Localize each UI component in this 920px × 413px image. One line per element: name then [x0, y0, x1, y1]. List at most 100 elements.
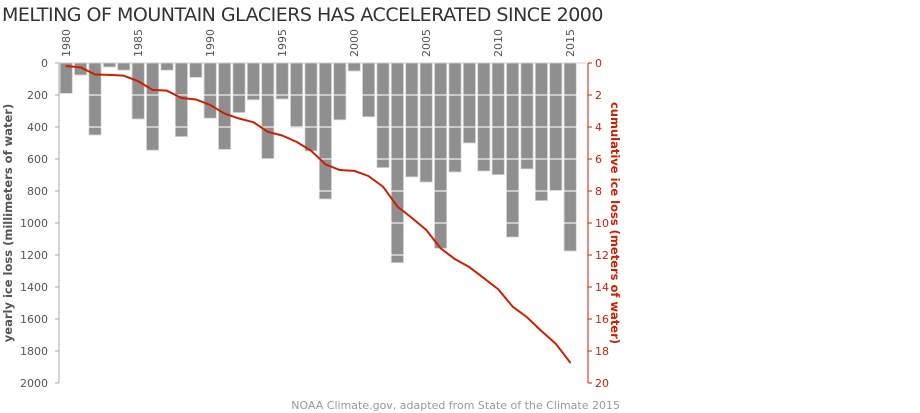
left-axis: 0 200 400 600 800 1000 1200 1400 1600 1800 2000 [20, 57, 586, 390]
x-tick-label: 1990 [204, 29, 217, 57]
line-point-1994 [267, 131, 269, 133]
bar-1983 [102, 62, 116, 68]
bar-1999 [333, 62, 347, 121]
right-tick-label: 8 [595, 185, 602, 198]
bar-2006 [434, 62, 448, 249]
line-point-2004 [411, 217, 413, 219]
left-tick-label: 1800 [20, 345, 48, 358]
line-point-2003 [396, 205, 399, 208]
left-tick-label: 0 [41, 57, 48, 70]
left-tick-label: 1200 [20, 249, 48, 262]
line-point-1985 [137, 80, 139, 83]
line-point-1982 [94, 73, 96, 76]
cumulative-line-layer [65, 65, 571, 364]
line-point-2011 [511, 305, 514, 308]
line-point-2007 [454, 258, 456, 260]
left-tick-label: 600 [27, 153, 48, 166]
bar-1991 [218, 62, 232, 150]
cumulative-loss-line [66, 65, 571, 364]
right-tick-label: 12 [595, 249, 609, 262]
line-point-1997 [310, 149, 312, 152]
bar-1994 [261, 62, 275, 160]
line-point-2015 [569, 361, 571, 364]
left-tick-label: 1600 [20, 313, 48, 326]
bar-2008 [462, 62, 476, 144]
bar-1988 [174, 62, 188, 137]
bar-1980 [59, 62, 73, 94]
x-tick-label: 2005 [420, 29, 433, 57]
line-point-1983 [108, 74, 111, 76]
credit-text: NOAA Climate.gov, adapted from State of … [291, 399, 620, 412]
line-point-1992 [238, 117, 240, 120]
line-point-2002 [382, 185, 384, 188]
right-tick-label: 0 [595, 57, 602, 70]
line-point-2010 [497, 288, 500, 291]
line-point-1988 [180, 97, 183, 99]
left-tick-label: 400 [27, 121, 48, 134]
line-point-1980 [65, 65, 67, 67]
bar-2002 [376, 62, 390, 169]
line-point-2014 [555, 343, 557, 345]
right-tick-label: 14 [595, 281, 609, 294]
bar-1989 [189, 62, 203, 78]
left-tick-label: 2000 [20, 377, 48, 390]
right-axis: 0 2 4 6 8 10 12 14 16 18 20 [587, 57, 609, 390]
line-point-1984 [123, 74, 125, 77]
left-tick-label: 200 [27, 89, 48, 102]
bar-2003 [390, 62, 404, 264]
left-tick-label: 1400 [20, 281, 48, 294]
line-point-2009 [483, 277, 485, 279]
left-tick-label: 800 [27, 185, 48, 198]
bar-1992 [232, 62, 246, 113]
x-tick-label: 2010 [492, 29, 505, 57]
line-point-1990 [209, 104, 211, 106]
line-point-2001 [367, 175, 370, 177]
right-tick-label: 4 [595, 121, 602, 134]
bar-2001 [362, 62, 376, 118]
bar-1998 [318, 62, 332, 200]
line-point-2013 [540, 330, 543, 332]
bar-2000 [347, 62, 361, 72]
line-point-2005 [425, 229, 428, 231]
bars-layer [59, 62, 577, 264]
x-tick-label: 1985 [132, 29, 145, 57]
x-tick-label: 1980 [60, 29, 73, 57]
bar-1995 [275, 62, 289, 100]
line-point-1986 [151, 89, 154, 91]
line-point-1981 [79, 66, 82, 69]
left-axis-label: yearly ice loss (millimeters of water) [1, 104, 15, 342]
right-tick-label: 2 [595, 89, 602, 102]
bar-2013 [534, 62, 548, 202]
right-tick-label: 10 [595, 217, 609, 230]
line-point-2008 [468, 266, 471, 268]
x-tick-label: 2000 [348, 29, 361, 57]
right-tick-label: 6 [595, 153, 602, 166]
bar-2010 [491, 62, 505, 176]
left-tick-label: 1000 [20, 217, 48, 230]
bar-1990 [203, 62, 217, 119]
bar-2009 [477, 62, 491, 172]
line-point-1989 [195, 98, 197, 101]
bar-2007 [448, 62, 462, 173]
line-point-1995 [281, 134, 284, 137]
x-axis-labels: 1980 1985 1990 1995 2000 2005 2010 2015 [60, 29, 577, 57]
x-tick-label: 2015 [564, 29, 577, 57]
right-tick-label: 20 [595, 377, 609, 390]
x-tick-label: 1995 [276, 29, 289, 57]
line-point-1998 [324, 163, 327, 166]
chart-title: MELTING OF MOUNTAIN GLACIERS HAS ACCELER… [2, 4, 603, 26]
line-point-1999 [339, 169, 341, 171]
bar-2011 [506, 62, 520, 238]
right-tick-label: 16 [595, 313, 609, 326]
line-point-2012 [526, 316, 528, 319]
line-point-2006 [439, 247, 442, 250]
line-point-1996 [295, 141, 298, 143]
bar-1987 [160, 62, 174, 71]
bar-1997 [304, 62, 318, 152]
right-tick-label: 18 [595, 345, 609, 358]
bar-1993 [246, 62, 260, 101]
line-point-1993 [252, 121, 255, 123]
bar-1986 [146, 62, 160, 151]
bar-1985 [131, 62, 145, 120]
